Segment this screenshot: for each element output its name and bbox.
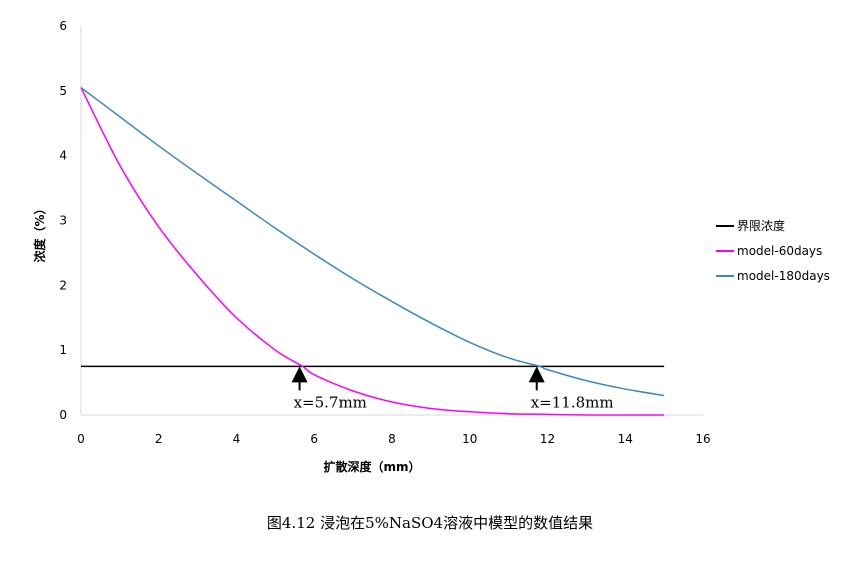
y-tick-label: 0 [59,408,67,422]
x-tick-label: 0 [77,432,85,446]
figure-caption: 图4.12 浸泡在5%NaSO4溶液中模型的数值结果 [267,514,593,532]
legend-label: model-60days [737,244,822,258]
x-tick-label: 4 [233,432,241,446]
y-tick-label: 4 [59,149,67,163]
y-tick-label: 2 [59,278,67,292]
x-tick-label: 8 [388,432,396,446]
x-tick-label: 6 [310,432,318,446]
series-line-2 [80,86,665,397]
y-tick-label: 3 [59,214,67,228]
x-axis-title: 扩散深度（mm） [323,459,420,474]
annotation-label: x=11.8mm [531,393,614,411]
x-tick-label: 10 [462,432,477,446]
legend: 界限浓度 model-60days model-180days [716,218,830,283]
y-tick-label: 6 [59,19,67,33]
y-tick-label: 1 [59,343,67,357]
x-tick-label: 14 [618,432,633,446]
series-group [80,86,665,416]
legend-label: 界限浓度 [737,218,785,233]
x-tick-label: 16 [695,432,710,446]
y-tick-label: 5 [59,84,67,98]
y-axis-title: 浓度（%） [32,202,47,262]
x-tick-label: 12 [540,432,555,446]
annotations-group: x=5.7mm x=11.8mm [291,366,614,411]
legend-label: model-180days [737,269,830,283]
x-tick-label: 2 [155,432,163,446]
annotation-label: x=5.7mm [294,393,367,411]
series-line-1 [80,87,665,416]
